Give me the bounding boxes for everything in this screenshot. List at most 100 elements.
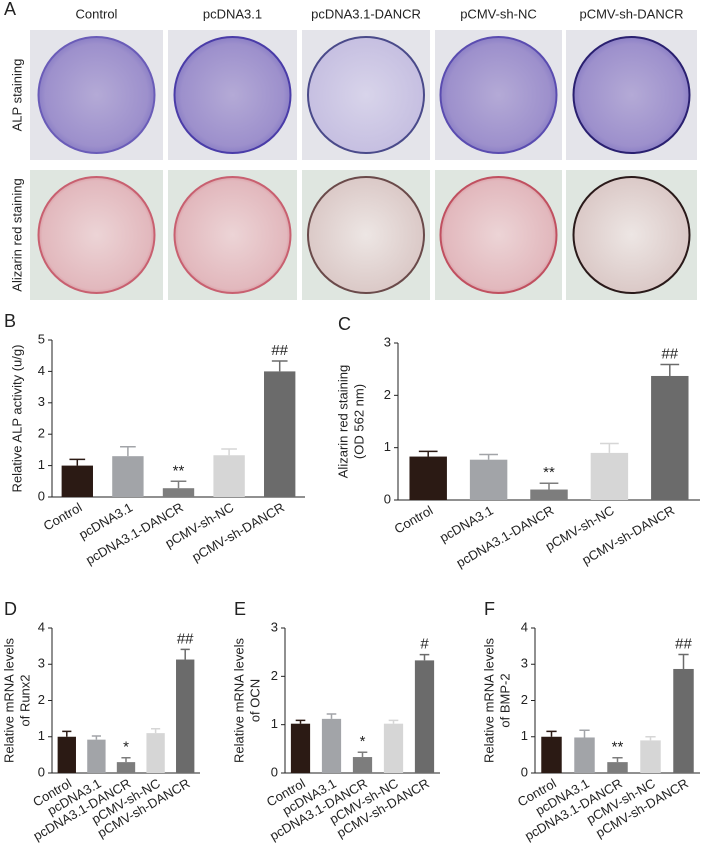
bar [607,762,628,773]
y-tick-label: 3 [38,656,45,671]
error-bar [180,648,190,660]
significance-label: ## [271,342,288,359]
error-bar [539,482,559,490]
error-bar [600,442,619,453]
y-tick-label: 1 [271,716,278,731]
y-tick-label: 3 [521,656,528,671]
x-tick-label: Control [392,503,436,537]
y-axis-label: of OCN [247,679,262,722]
significance-label: ## [675,635,692,652]
error-bar [612,757,623,763]
panel-label: E [234,599,246,619]
y-tick-label: 3 [271,619,278,634]
bar [61,465,93,497]
error-bar [69,458,86,466]
panel-label: F [484,599,495,619]
y-tick-label: 3 [384,334,391,349]
well [173,36,292,154]
well [173,176,292,294]
well [307,176,425,294]
significance-label: * [123,739,129,756]
well [439,176,558,294]
y-tick-label: 2 [38,426,45,441]
error-bar [388,719,399,724]
well [307,36,425,154]
bar [87,739,106,773]
row-label: Alizarin red staining [9,178,24,291]
bar [112,456,144,497]
y-axis-label: Relative ALP activity (u/g) [9,345,24,493]
error-bar [660,363,680,376]
y-axis-label: Relative mRNA levels [231,638,246,763]
well [37,176,156,294]
significance-label: ** [543,464,555,481]
panel-label: D [4,599,17,619]
y-axis-label: (OD 562 nm) [351,384,366,459]
y-tick-label: 4 [38,363,45,378]
panel-label: B [4,311,16,331]
x-tick-label: pCMV-sh-DANCR [189,500,287,565]
column-label: Control [76,6,118,21]
y-tick-label: 0 [271,764,278,779]
bar [176,659,195,773]
bar [590,452,629,500]
significance-label: ** [612,739,624,756]
bar [162,488,195,497]
bar [414,660,435,773]
column-label: pCMV-sh-NC [460,6,537,21]
y-tick-label: 1 [384,439,391,454]
y-tick-label: 2 [384,387,391,402]
bar [530,489,568,500]
error-bar [645,736,656,741]
bar [290,723,311,773]
y-tick-label: 1 [38,457,45,472]
error-bar [120,446,136,457]
bar [146,733,165,773]
y-tick-label: 3 [38,394,45,409]
error-bar [546,730,557,737]
y-tick-label: 2 [521,692,528,707]
photo-grid [30,30,697,300]
significance-label: ## [661,345,678,362]
y-tick-label: 0 [384,491,391,506]
y-tick-label: 2 [38,692,45,707]
bar [213,455,245,497]
bar [469,459,508,500]
column-label: pCMV-sh-DANCR [579,6,683,21]
error-bar [271,360,288,372]
y-tick-label: 1 [521,728,528,743]
bar [574,737,595,773]
bar [116,762,136,773]
column-label: pcDNA3.1 [203,6,262,21]
bar [651,375,689,500]
error-bar [121,757,131,763]
y-axis-label: of BMP-2 [497,673,512,727]
well [572,176,691,294]
y-axis-label: Alizarin red staining [335,365,350,478]
error-bar [419,653,430,661]
bar [541,736,562,773]
significance-label: ## [177,630,194,647]
y-tick-label: 0 [38,764,45,779]
y-axis-label: of Runx2 [17,674,32,726]
error-bar [479,453,498,460]
error-bar [678,653,689,669]
error-bar [295,719,306,724]
error-bar [151,728,161,734]
y-tick-label: 0 [38,488,45,503]
y-tick-label: 4 [521,619,528,634]
error-bar [62,730,72,737]
significance-label: ** [173,462,185,479]
y-tick-label: 0 [521,764,528,779]
y-tick-label: 1 [38,728,45,743]
bar [264,371,296,497]
error-bar [326,713,337,719]
error-bar [357,751,368,758]
error-bar [170,480,187,489]
error-bar [91,735,101,740]
y-tick-label: 5 [38,331,45,346]
y-tick-label: 2 [271,668,278,683]
bar [352,757,373,773]
well [37,36,156,154]
